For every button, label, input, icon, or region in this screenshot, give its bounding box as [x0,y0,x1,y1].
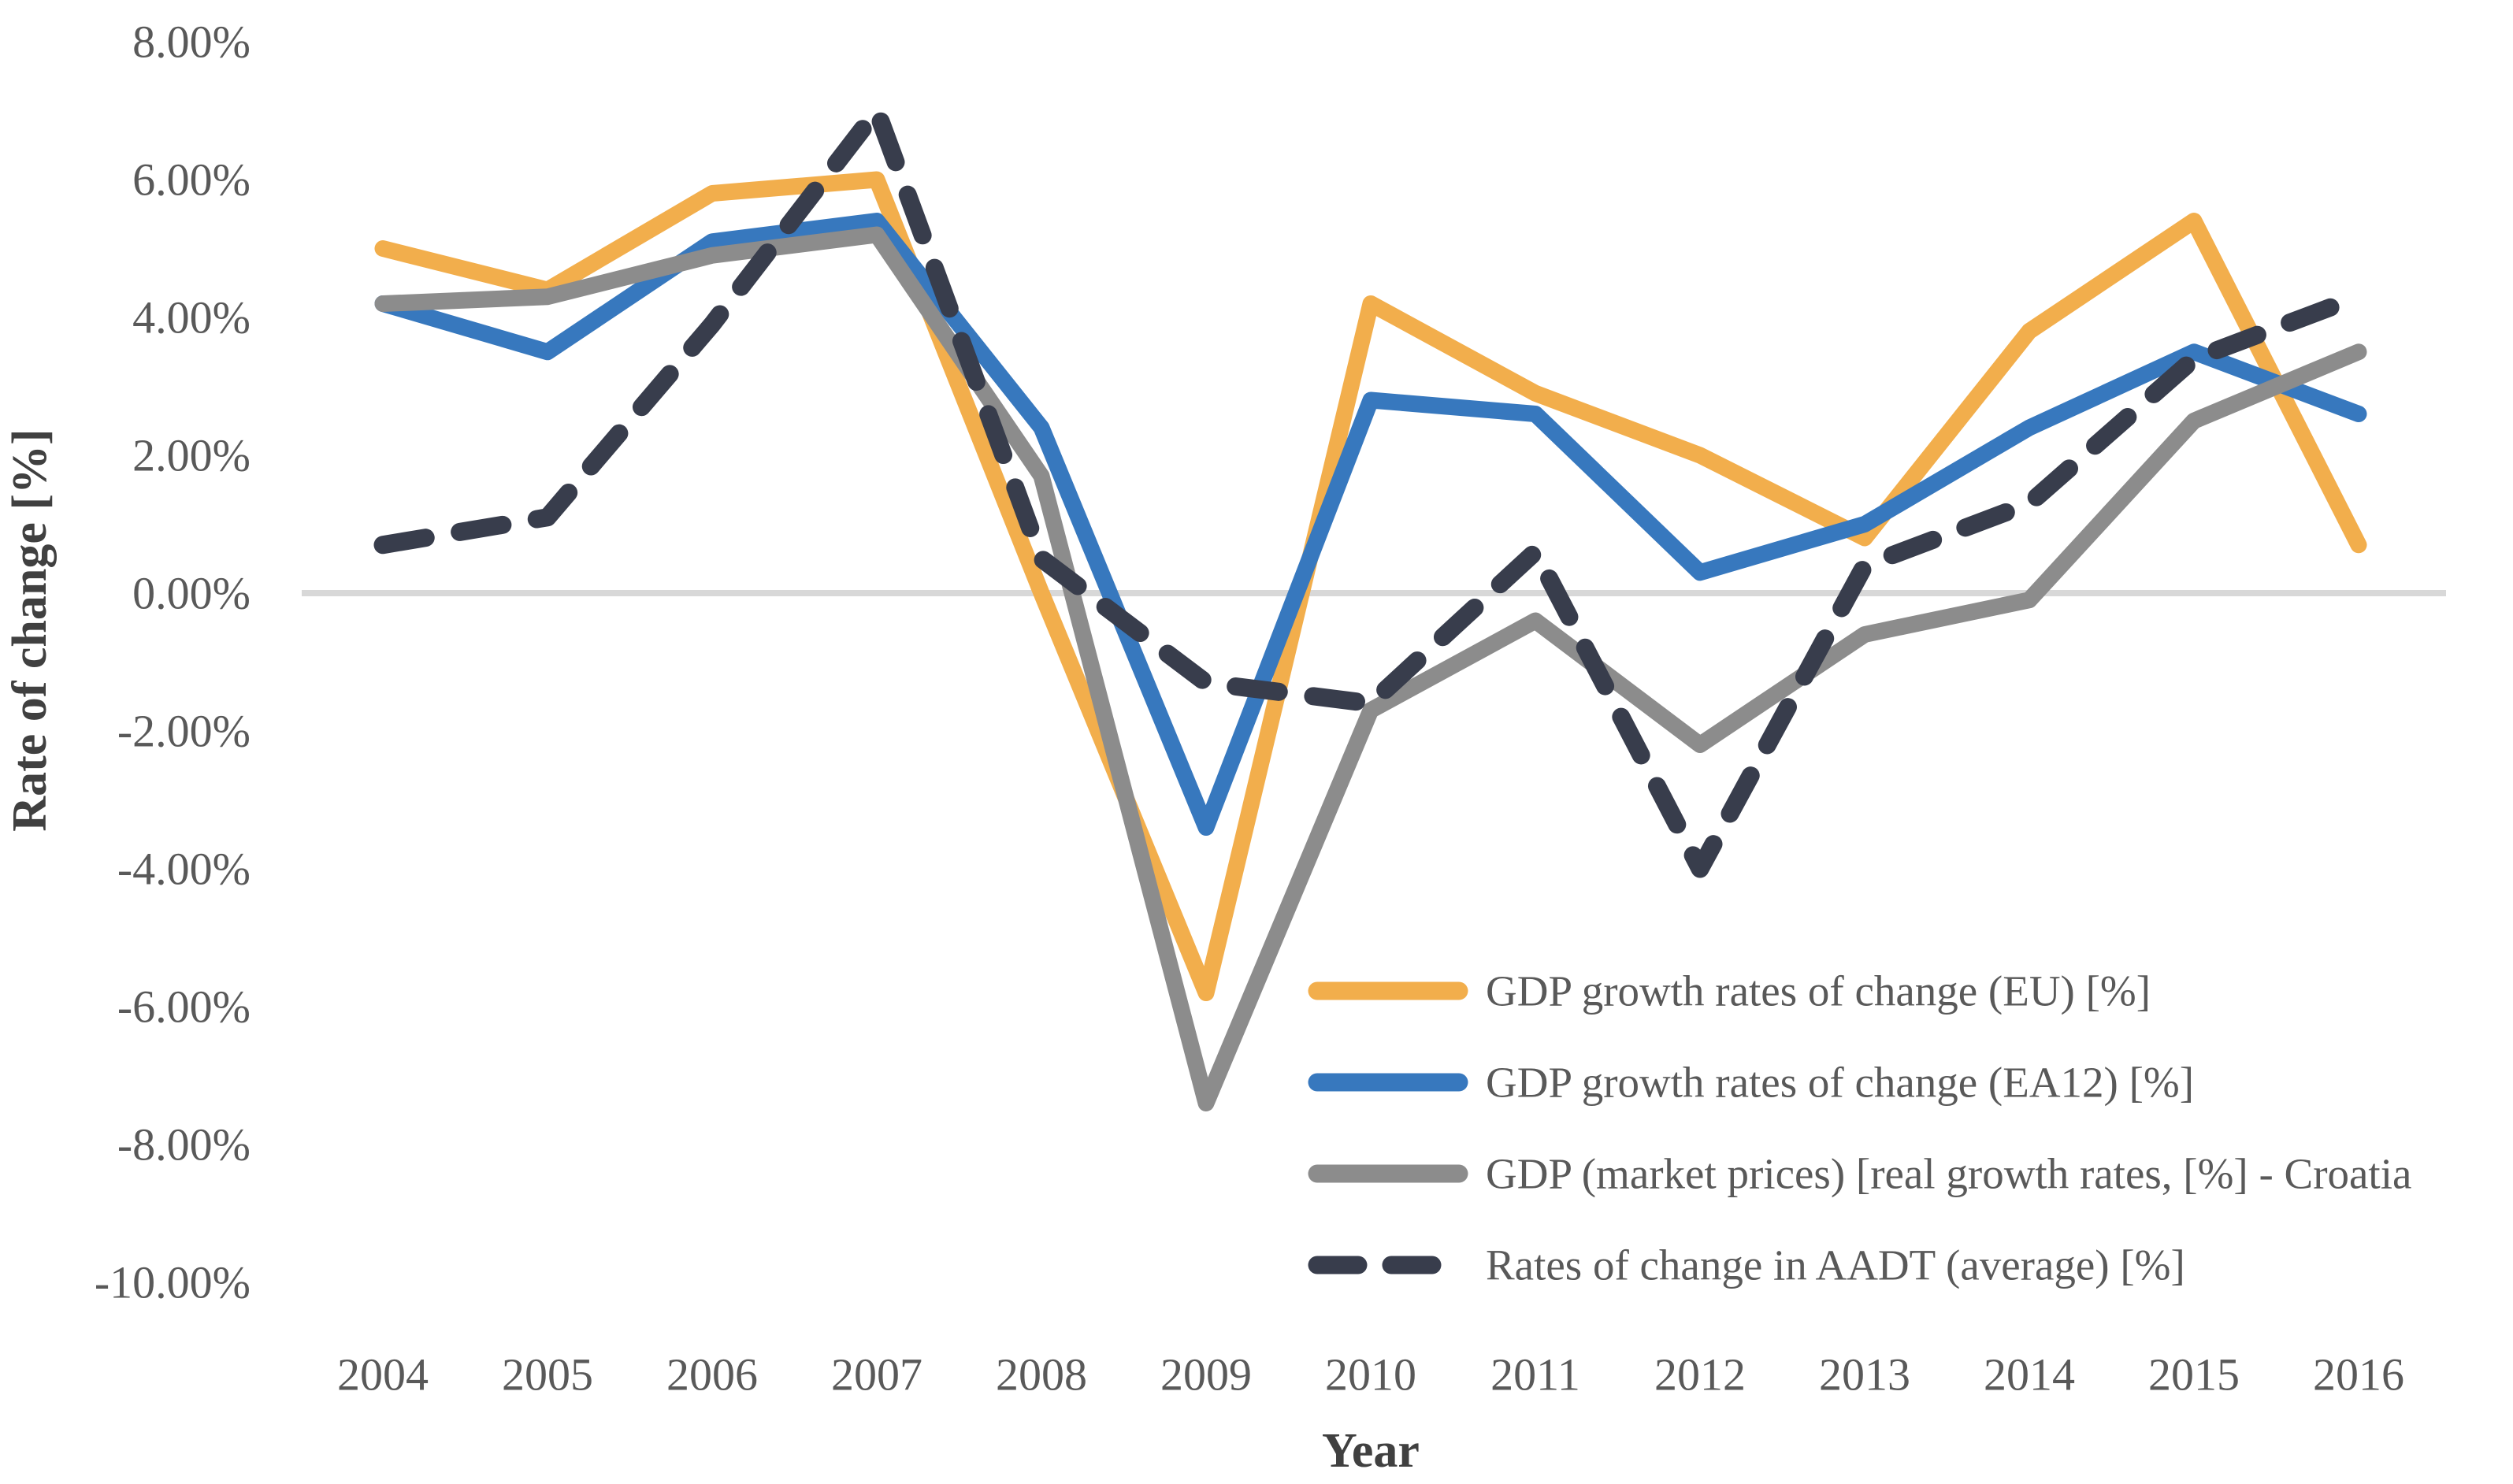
x-axis-tick-label: 2013 [1819,1349,1910,1401]
series-line-1 [374,213,2367,836]
legend-label-0: GDP growth rates of change (EU) [%] [1486,967,2151,1015]
x-axis-tick-label: 2004 [337,1349,429,1401]
legend-label-1: GDP growth rates of change (EA12) [%] [1486,1059,2194,1107]
y-axis-tick-label: 2.00% [132,430,251,481]
x-axis-tick-label: 2015 [2148,1349,2240,1401]
y-axis-tick-label: -4.00% [117,844,251,895]
x-axis-tick-label: 2014 [1984,1349,2075,1401]
y-axis-tick-label: -6.00% [117,981,251,1033]
legend-label-2: GDP (market prices) [real growth rates, … [1486,1150,2411,1198]
series-line-0 [374,171,2367,1001]
y-axis-tick-label: -2.00% [117,706,251,757]
x-axis-tick-label: 2016 [2313,1349,2404,1401]
x-axis-title: Year [1322,1424,1420,1478]
y-axis-tick-label: 4.00% [132,292,251,343]
x-axis-tick-label: 2007 [831,1349,922,1401]
x-axis-tick-label: 2011 [1490,1349,1580,1401]
series-line-3 [373,102,2368,878]
x-axis-tick-label: 2006 [666,1349,758,1401]
x-axis-tick-label: 2005 [502,1349,593,1401]
y-axis-tick-label: -8.00% [117,1119,251,1171]
x-axis-tick-label: 2008 [996,1349,1087,1401]
series-line-2 [374,226,2367,1111]
y-axis-tick-label: 6.00% [132,154,251,206]
legend-label-3: Rates of change in AADT (average) [%] [1486,1241,2185,1289]
x-axis-tick-label: 2010 [1325,1349,1416,1401]
y-axis-tick-label: -10.00% [95,1257,251,1308]
y-axis-tick-label: 0.00% [132,568,251,619]
x-axis-tick-label: 2009 [1160,1349,1252,1401]
y-axis-title: Rate of change [%] [3,429,57,831]
y-axis-tick-label: 8.00% [132,17,251,68]
x-axis-tick-label: 2012 [1654,1349,1746,1401]
